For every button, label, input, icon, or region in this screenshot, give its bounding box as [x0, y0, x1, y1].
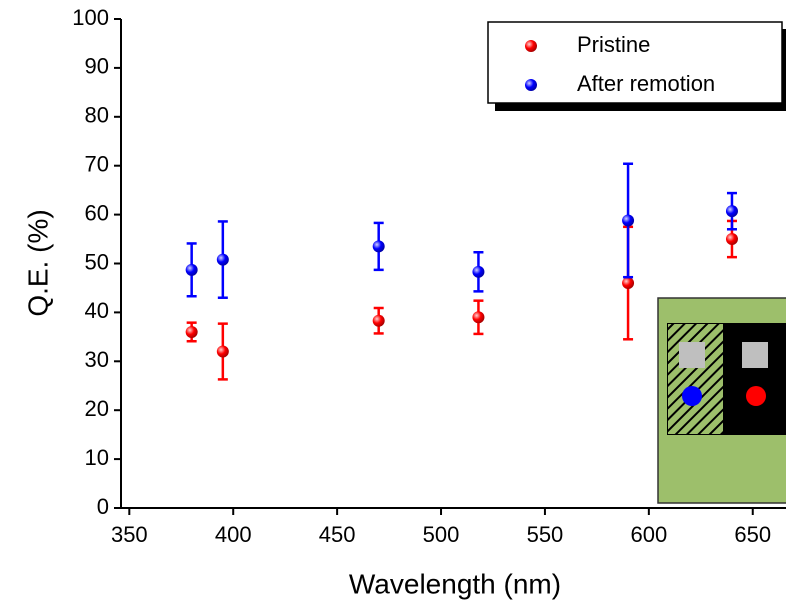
- point: [725, 233, 738, 246]
- point: [216, 345, 229, 358]
- point: [372, 314, 385, 327]
- x-tick-label: 600: [630, 522, 667, 547]
- point: [472, 265, 485, 278]
- legend-label: After remotion: [577, 71, 715, 96]
- point: [622, 277, 635, 290]
- x-tick-label: 400: [215, 522, 252, 547]
- legend-label: Pristine: [577, 32, 650, 57]
- y-tick-label: 60: [85, 200, 109, 225]
- x-tick-label: 450: [319, 522, 356, 547]
- x-tick-label: 650: [734, 522, 771, 547]
- x-tick-label: 500: [423, 522, 460, 547]
- point: [216, 253, 229, 266]
- point: [725, 205, 738, 218]
- y-tick-label: 50: [85, 249, 109, 274]
- point: [622, 214, 635, 227]
- point: [185, 325, 198, 338]
- y-tick-label: 100: [72, 5, 109, 30]
- y-tick-label: 20: [85, 396, 109, 421]
- x-tick-label: 550: [527, 522, 564, 547]
- inset-image: [657, 297, 786, 504]
- y-axis-label: Q.E. (%): [22, 209, 53, 316]
- point: [472, 311, 485, 324]
- x-tick-label: 350: [111, 522, 148, 547]
- y-tick-label: 80: [85, 103, 109, 128]
- y-tick-label: 70: [85, 152, 109, 177]
- legend-marker: [525, 40, 537, 52]
- y-tick-label: 90: [85, 54, 109, 79]
- point: [372, 240, 385, 253]
- y-tick-label: 0: [97, 494, 109, 519]
- x-axis-label: Wavelength (nm): [349, 568, 561, 599]
- y-tick-label: 40: [85, 298, 109, 323]
- point: [185, 263, 198, 276]
- y-tick-label: 30: [85, 347, 109, 372]
- legend-marker: [525, 79, 537, 91]
- y-tick-label: 10: [85, 445, 109, 470]
- legend: [487, 21, 786, 111]
